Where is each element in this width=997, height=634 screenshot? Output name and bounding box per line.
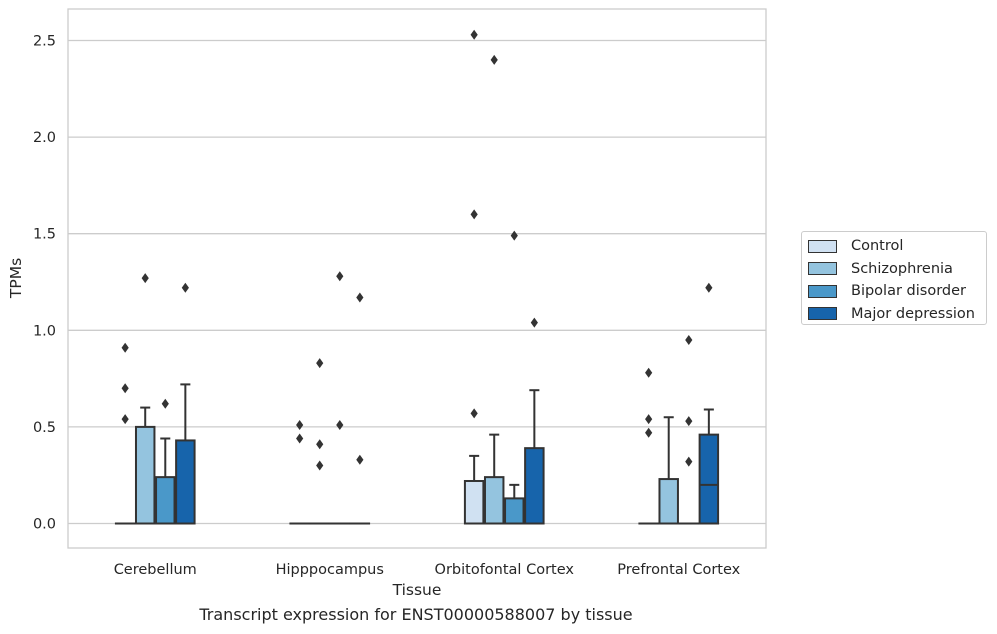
outlier-point xyxy=(645,367,653,378)
outlier-point xyxy=(316,439,324,450)
legend-label: Bipolar disorder xyxy=(851,283,966,300)
outlier-point xyxy=(685,456,693,467)
legend: Control Schizophrenia Bipolar disorder Majo… xyxy=(801,231,987,325)
outlier-point xyxy=(121,414,129,425)
box-group xyxy=(329,271,351,525)
box-group xyxy=(155,398,176,525)
box-group xyxy=(349,292,371,525)
box-group xyxy=(678,334,700,525)
y-tick-label: 1.0 xyxy=(33,323,56,339)
x-axis-label: Tissue xyxy=(392,581,442,599)
box-group xyxy=(524,317,545,525)
box-group xyxy=(483,54,505,525)
legend-swatch xyxy=(808,262,837,276)
y-tick-label: 2.0 xyxy=(33,130,56,146)
outlier-point xyxy=(161,398,169,409)
box-group xyxy=(463,29,485,525)
legend-swatch xyxy=(808,284,837,298)
y-tick-label: 0.5 xyxy=(33,420,56,436)
box xyxy=(658,478,679,525)
outlier-point xyxy=(336,419,344,430)
y-tick-label: 1.5 xyxy=(33,227,56,243)
outlier-point xyxy=(685,416,693,427)
box xyxy=(504,497,525,525)
outlier-point xyxy=(530,317,538,328)
y-tick-label: 0.0 xyxy=(33,517,56,533)
outlier-point xyxy=(141,273,149,284)
outlier-point xyxy=(470,408,478,419)
plot-area xyxy=(114,29,720,525)
gridlines xyxy=(68,39,766,525)
y-axis-ticks: 0.0 0.5 1.0 1.5 2.0 2.5 xyxy=(33,34,56,533)
y-tick-label: 2.5 xyxy=(33,34,56,50)
outlier-point xyxy=(296,433,304,444)
outlier-point xyxy=(645,414,653,425)
plot-frame xyxy=(67,8,767,549)
x-tick-label: Hipppocampus xyxy=(276,562,384,578)
box-group xyxy=(504,230,525,525)
legend-item: Bipolar disorder xyxy=(808,280,986,303)
x-tick-label: Cerebellum xyxy=(114,562,197,578)
box xyxy=(524,447,545,525)
figure-caption: Transcript expression for ENST0000058800… xyxy=(199,605,633,624)
box-group xyxy=(658,416,679,525)
outlier-point xyxy=(296,419,304,430)
legend-label: Schizophrenia xyxy=(851,260,953,277)
outlier-point xyxy=(121,383,129,394)
outlier-point xyxy=(645,427,653,438)
outlier-point xyxy=(470,209,478,220)
legend-swatch xyxy=(808,307,837,321)
box-group xyxy=(134,273,156,525)
x-axis-ticks: Cerebellum Hipppocampus Orbitofontal Corte… xyxy=(114,562,741,578)
outlier-point xyxy=(470,29,478,40)
box xyxy=(175,439,196,525)
box xyxy=(155,476,176,525)
y-axis-label: TPMs xyxy=(7,258,25,299)
legend-swatch xyxy=(808,239,837,253)
legend-item: Major depression xyxy=(808,303,986,326)
box-group xyxy=(114,342,136,525)
outlier-point xyxy=(510,230,518,241)
outlier-point xyxy=(356,454,364,465)
outlier-point xyxy=(705,282,713,293)
outlier-point xyxy=(685,334,693,345)
box xyxy=(134,425,156,525)
outlier-point xyxy=(316,358,324,369)
outlier-point xyxy=(316,460,324,471)
outlier-point xyxy=(181,282,189,293)
box-group xyxy=(309,358,330,525)
box xyxy=(698,433,720,525)
box-group xyxy=(698,282,720,525)
box xyxy=(483,476,505,525)
outlier-point xyxy=(490,54,498,65)
box-group xyxy=(638,367,659,525)
outlier-point xyxy=(356,292,364,303)
legend-item: Schizophrenia xyxy=(808,258,986,281)
x-tick-label: Prefrontal Cortex xyxy=(617,562,740,578)
x-tick-label: Orbitofontal Cortex xyxy=(435,562,575,578)
box-group xyxy=(175,282,196,525)
box-group xyxy=(289,419,310,525)
legend-label: Control xyxy=(851,238,904,255)
legend-item: Control xyxy=(808,235,986,258)
box xyxy=(463,479,485,525)
legend-label: Major depression xyxy=(851,305,975,322)
outlier-point xyxy=(121,342,129,353)
outlier-point xyxy=(336,271,344,282)
